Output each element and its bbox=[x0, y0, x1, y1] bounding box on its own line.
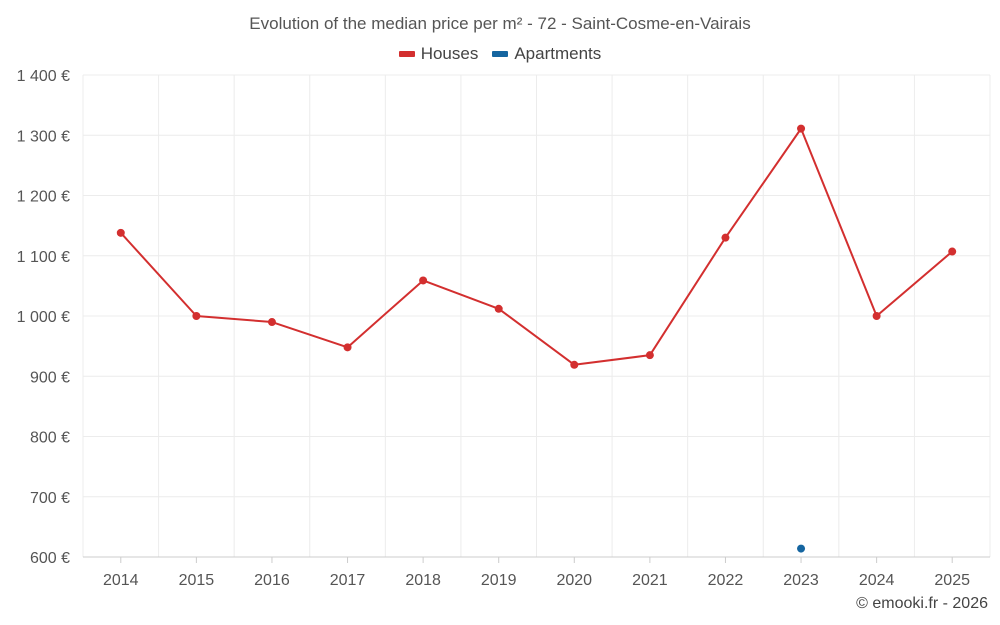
data-point-houses bbox=[948, 247, 957, 256]
y-tick-label: 1 400 € bbox=[17, 68, 70, 85]
y-tick-label: 700 € bbox=[30, 490, 70, 507]
legend-swatch-houses bbox=[398, 51, 415, 57]
data-point-houses bbox=[343, 343, 352, 352]
data-point-apartments bbox=[797, 544, 806, 553]
x-tick-label: 2017 bbox=[330, 572, 366, 589]
y-tick-label: 1 200 € bbox=[17, 189, 70, 206]
chart-title: Evolution of the median price per m² - 7… bbox=[249, 14, 751, 33]
data-point-houses bbox=[116, 228, 125, 237]
x-tick-label: 2020 bbox=[556, 572, 592, 589]
legend: Houses Apartments bbox=[0, 44, 1000, 64]
footer-credit: © emooki.fr - 2026 bbox=[856, 595, 988, 612]
x-tick-label: 2018 bbox=[405, 572, 441, 589]
data-point-houses bbox=[419, 276, 428, 285]
y-tick-label: 800 € bbox=[30, 430, 70, 447]
data-point-houses bbox=[267, 318, 276, 327]
legend-swatch-apartments bbox=[492, 51, 509, 57]
x-tick-label: 2015 bbox=[179, 572, 215, 589]
data-point-houses bbox=[192, 312, 201, 320]
x-tick-label: 2025 bbox=[934, 572, 970, 589]
data-point-houses bbox=[797, 124, 806, 133]
x-tick-label: 2021 bbox=[632, 572, 668, 589]
y-tick-label: 1 300 € bbox=[17, 128, 70, 145]
y-tick-label: 1 000 € bbox=[17, 309, 70, 326]
legend-item-apartments[interactable]: Apartments bbox=[492, 44, 601, 64]
data-point-houses bbox=[570, 360, 579, 369]
y-tick-label: 600 € bbox=[30, 550, 70, 567]
x-tick-label: 2024 bbox=[859, 572, 895, 589]
legend-label-apartments: Apartments bbox=[514, 44, 602, 63]
x-tick-label: 2023 bbox=[783, 572, 819, 589]
x-tick-label: 2014 bbox=[103, 572, 139, 589]
x-tick-label: 2016 bbox=[254, 572, 290, 589]
y-tick-label: 1 100 € bbox=[17, 249, 70, 266]
data-point-houses bbox=[645, 351, 654, 360]
data-point-houses bbox=[494, 304, 503, 313]
legend-label-houses: Houses bbox=[420, 44, 479, 63]
series-line-houses bbox=[120, 127, 953, 366]
data-point-houses bbox=[721, 233, 730, 242]
x-tick-label: 2022 bbox=[708, 572, 744, 589]
legend-item-houses[interactable]: Houses bbox=[398, 44, 479, 64]
x-tick-label: 2019 bbox=[481, 572, 517, 589]
data-point-houses bbox=[872, 312, 881, 320]
y-tick-label: 900 € bbox=[30, 369, 70, 386]
